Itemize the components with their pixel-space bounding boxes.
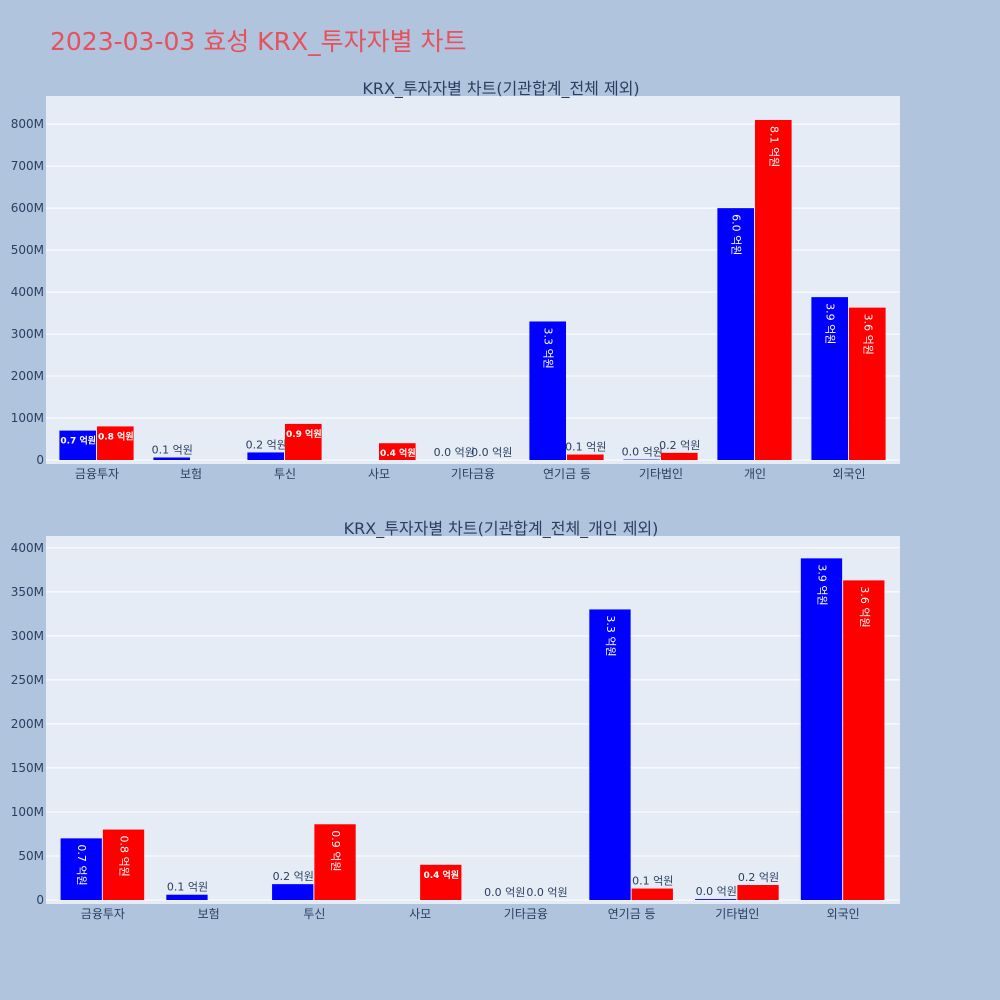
bar-series-a [811, 297, 848, 460]
bar-value-label: 0.8 억원 [98, 430, 134, 442]
bar-series-a [695, 899, 737, 900]
x-tick-label: 투신 [274, 467, 296, 481]
x-tick-label: 사모 [409, 907, 431, 921]
chart-title: KRX_투자자별 차트(기관합계_전체 제외) [362, 79, 639, 99]
bar-value-label: 0.2 억원 [738, 871, 779, 884]
bar-value-label: 8.1 억원 [767, 126, 780, 167]
y-tick-label: 800M [11, 117, 44, 131]
bar-value-label: 0.7 억원 [75, 844, 88, 885]
plot-area [46, 536, 900, 904]
chart-title: KRX_투자자별 차트(기관합계_전체_개인 제외) [344, 519, 659, 539]
y-tick-label: 200M [11, 369, 44, 383]
y-tick-label: 500M [11, 243, 44, 257]
bar-value-label: 0.0 억원 [471, 446, 512, 459]
bar-value-label: 0.9 억원 [286, 428, 322, 440]
bar-value-label: 3.9 억원 [824, 303, 837, 344]
y-tick-label: 400M [11, 285, 44, 299]
y-tick-label: 300M [11, 629, 44, 643]
bar-value-label: 3.3 억원 [604, 615, 617, 656]
bar-value-label: 0.0 억원 [696, 885, 737, 898]
y-tick-label: 300M [11, 327, 44, 341]
y-tick-label: 350M [11, 585, 44, 599]
bar-series-b [661, 452, 698, 460]
bar-value-label: 0.2 억원 [246, 438, 287, 451]
x-tick-label: 연기금 등 [608, 907, 656, 921]
bar-series-b [631, 888, 673, 900]
bar-value-label: 3.6 억원 [858, 586, 871, 627]
bar-value-label: 0.9 억원 [329, 830, 342, 871]
y-tick-label: 100M [11, 805, 44, 819]
x-tick-label: 개인 [744, 467, 766, 481]
bar-series-a [800, 558, 843, 900]
bar-value-label: 0.8 억원 [118, 836, 131, 877]
bar-value-label: 0.4 억원 [423, 869, 459, 881]
bar-value-label: 0.4 억원 [380, 447, 416, 459]
x-tick-label: 사모 [368, 467, 390, 481]
x-tick-label: 외국인 [832, 467, 865, 481]
y-tick-label: 100M [11, 411, 44, 425]
bar-value-label: 6.0 억원 [730, 214, 743, 255]
x-tick-label: 금융투자 [75, 467, 119, 481]
y-tick-label: 250M [11, 673, 44, 687]
x-tick-label: 기타금융 [504, 907, 548, 921]
bar-series-a [247, 452, 284, 460]
y-tick-label: 700M [11, 159, 44, 173]
x-tick-label: 보험 [198, 907, 220, 921]
chart-panel-1: KRX_투자자별 차트(기관합계_전체 제외) 0 100M 200M 300M 400M… [11, 79, 900, 481]
x-tick-label: 기타법인 [715, 907, 759, 921]
bar-series-b [379, 443, 416, 460]
bar-value-label: 0.0 억원 [484, 886, 525, 899]
page-title: 2023-03-03 효성 KRX_투자자별 차트 [50, 27, 467, 56]
bar-series-a [59, 430, 96, 460]
bar-series-b [755, 119, 792, 460]
bar-value-label: 0.0 억원 [622, 446, 663, 459]
y-tick-label: 0 [36, 453, 44, 467]
bar-series-b [314, 824, 356, 900]
bar-series-b [843, 580, 885, 900]
y-tick-label: 600M [11, 201, 44, 215]
bar-series-b [97, 426, 134, 460]
bar-value-label: 0.1 억원 [632, 875, 673, 888]
x-tick-label: 기타법인 [639, 467, 683, 481]
bar-series-b [567, 454, 604, 460]
x-tick-label: 투신 [303, 907, 325, 921]
bar-value-label: 0.1 억원 [152, 443, 193, 456]
x-tick-label: 기타금융 [451, 467, 495, 481]
bar-series-a [153, 457, 190, 460]
bar-series-a [589, 609, 631, 900]
bar-value-label: 0.0 억원 [526, 886, 567, 899]
bar-value-label: 0.1 억원 [565, 441, 606, 454]
bar-value-label: 0.0 억원 [434, 446, 475, 459]
y-tick-label: 150M [11, 761, 44, 775]
bar-series-b [285, 423, 322, 460]
bar-value-label: 0.1 억원 [167, 881, 208, 894]
bar-series-b [849, 307, 886, 460]
bar-series-a [166, 894, 208, 900]
bar-series-a [60, 838, 102, 900]
y-tick-label: 400M [11, 541, 44, 555]
bar-value-label: 0.7 억원 [60, 435, 96, 447]
y-tick-label: 50M [18, 849, 44, 863]
y-tick-label: 200M [11, 717, 44, 731]
bar-value-label: 3.9 억원 [815, 564, 828, 605]
chart-panel-2: KRX_투자자별 차트(기관합계_전체_개인 제외) 0 50M 100M 150M 20… [11, 519, 900, 921]
bar-series-a [272, 884, 314, 900]
bar-series-a [717, 208, 754, 460]
bar-value-label: 0.2 억원 [273, 870, 314, 883]
bar-value-label: 3.6 억원 [861, 314, 874, 355]
bar-series-a [529, 321, 566, 460]
bar-value-label: 3.3 억원 [542, 327, 555, 368]
bar-series-b [102, 829, 145, 900]
bar-series-b [737, 885, 779, 900]
x-tick-label: 연기금 등 [543, 467, 591, 481]
x-tick-label: 외국인 [827, 907, 860, 921]
bar-value-label: 0.2 억원 [659, 439, 700, 452]
bar-series-b [420, 864, 462, 900]
x-tick-label: 금융투자 [81, 907, 125, 921]
x-tick-label: 보험 [180, 467, 202, 481]
y-tick-label: 0 [36, 893, 44, 907]
